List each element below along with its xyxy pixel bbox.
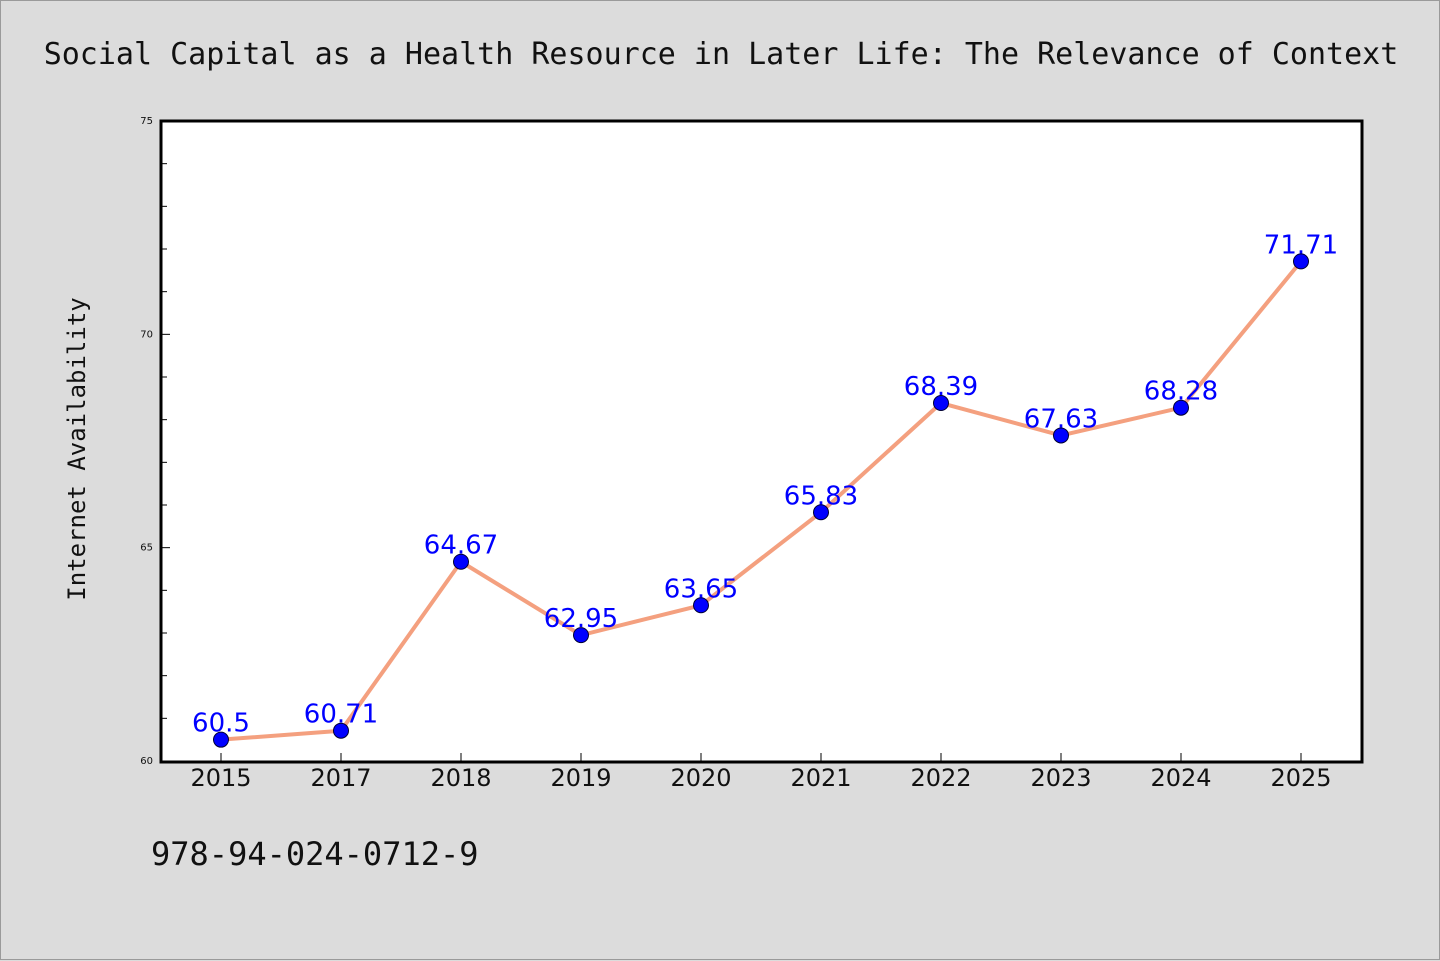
data-point[interactable] — [693, 597, 709, 614]
x-tick-label: 2025 — [1270, 764, 1331, 792]
data-point[interactable] — [1053, 427, 1069, 444]
data-label: 65.83 — [784, 481, 858, 511]
data-label: 63.65 — [664, 574, 738, 604]
x-tick-label: 2015 — [190, 764, 251, 792]
series-line — [220, 260, 1303, 742]
x-tick-label: 2019 — [550, 764, 611, 792]
data-label: 68.28 — [1144, 377, 1218, 407]
data-point[interactable] — [1293, 253, 1309, 270]
data-label: 67.63 — [1024, 404, 1098, 434]
y-tick-label: 60 — [140, 756, 153, 767]
isbn-text: 978-94-024-0712-9 — [151, 835, 479, 873]
x-tick-label: 2017 — [310, 764, 371, 792]
y-axis-label: Internet Availability — [63, 297, 91, 600]
data-label: 71.71 — [1264, 230, 1338, 260]
data-point[interactable] — [933, 395, 949, 412]
chart-title: Social Capital as a Health Resource in L… — [44, 37, 1399, 72]
data-point[interactable] — [1173, 399, 1189, 416]
y-tick-label: 75 — [140, 116, 153, 127]
data-point[interactable] — [453, 553, 469, 570]
x-tick-label: 2024 — [1150, 764, 1211, 792]
series-line-group: 60.5 60.71 64.67 62.95 63.65 65.83 68.39 67.63 6… — [192, 230, 1338, 748]
data-label: 68.39 — [904, 372, 978, 402]
x-tick-label: 2018 — [430, 764, 491, 792]
data-label: 64.67 — [424, 531, 498, 561]
data-label: 62.95 — [544, 604, 618, 634]
y-axis: 60 65 70 75 — [140, 116, 170, 767]
plot-area — [159, 119, 1364, 764]
data-point[interactable] — [213, 731, 229, 748]
x-tick-label: 2020 — [670, 764, 731, 792]
x-axis: 2015 2017 2018 2019 2020 2021 2022 2023 2024 2025 — [190, 753, 1332, 792]
data-label: 60.71 — [304, 700, 378, 730]
x-tick-label: 2023 — [1030, 764, 1091, 792]
x-tick-label: 2022 — [910, 764, 971, 792]
x-tick-label: 2021 — [790, 764, 851, 792]
data-label: 60.5 — [192, 709, 250, 739]
data-point[interactable] — [813, 504, 829, 521]
y-tick-label: 70 — [140, 329, 153, 340]
data-point[interactable] — [573, 627, 589, 644]
y-tick-label: 65 — [140, 543, 153, 554]
data-point[interactable] — [333, 722, 349, 739]
